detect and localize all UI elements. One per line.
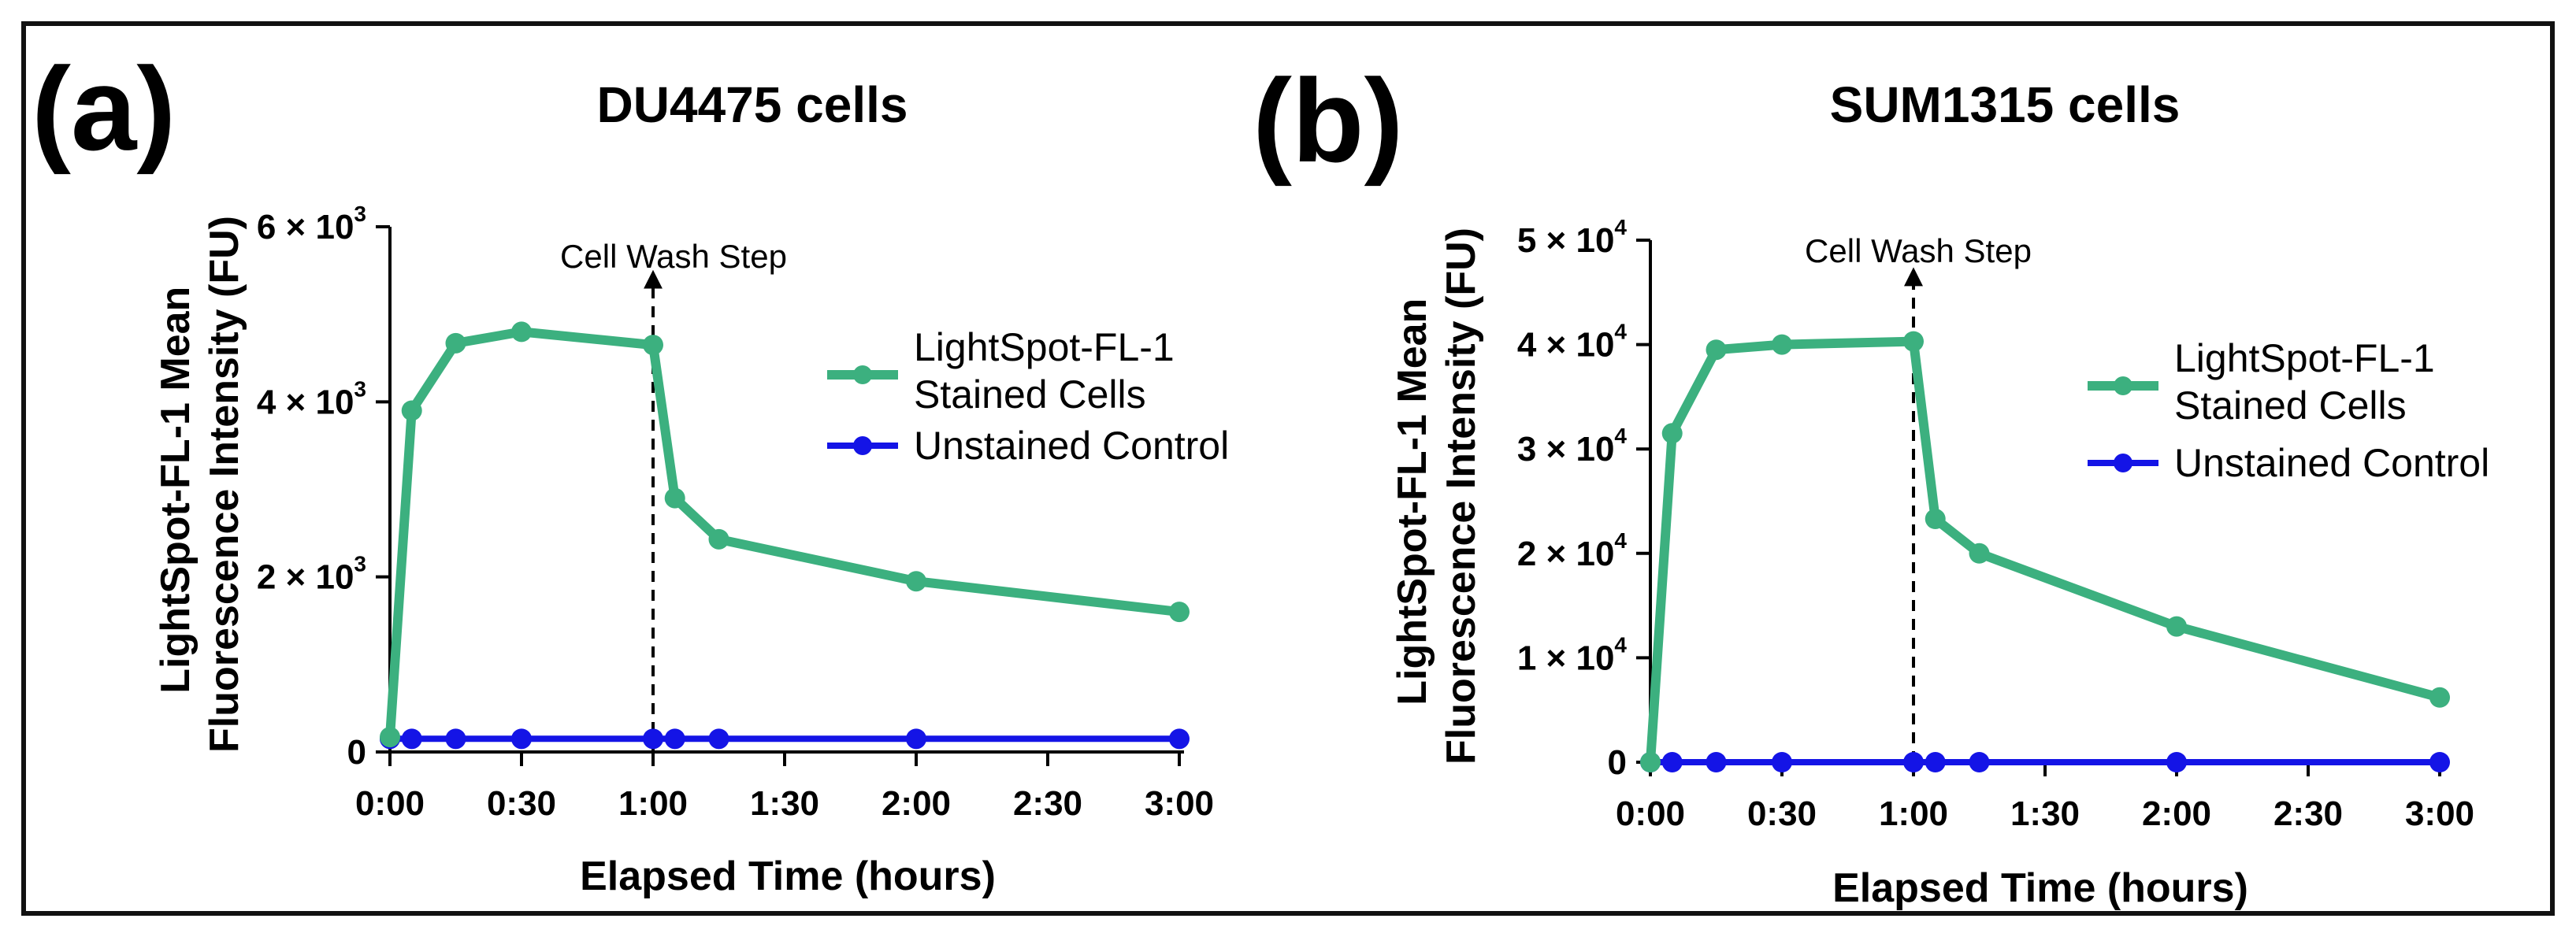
data-point-unstained <box>664 728 685 750</box>
data-point-unstained <box>1903 752 1924 772</box>
y-tick-label: 0 <box>1608 743 1627 782</box>
data-point-stained <box>1969 543 1990 564</box>
panel-b: (b) SUM1315 cells LightSpot-FL-1 Mean Fl… <box>1253 54 2489 911</box>
axes-b: 0 1 × 104 2 × 104 3 × 104 4 × 104 5 × 104 0:00… <box>1517 215 2474 833</box>
legend-label-line-2: Stained Cells <box>2174 383 2407 428</box>
data-point-unstained <box>2429 752 2450 772</box>
y-axis-title-line-1: LightSpot-FL-1 Mean <box>153 287 199 694</box>
data-point-unstained <box>1661 752 1683 772</box>
data-point-unstained <box>1925 752 1946 772</box>
x-tick-label: 1:30 <box>2010 794 2080 833</box>
data-point-unstained <box>643 728 663 750</box>
data-point-unstained <box>1706 752 1727 772</box>
panel-label-a: (a) <box>32 43 176 175</box>
y-tick-label: 2 × 104 <box>1517 528 1628 573</box>
x-tick-label: 2:00 <box>2142 794 2211 833</box>
legend-label-unstained: Unstained Control <box>2174 441 2489 485</box>
data-point-unstained <box>445 728 466 750</box>
legend-label-unstained: Unstained Control <box>914 424 1229 468</box>
panel-label-b: (b) <box>1253 54 1404 187</box>
data-point-stained <box>2166 616 2187 637</box>
legend-label-stained: LightSpot-FL-1 Stained Cells <box>2174 336 2446 428</box>
legend-swatch-marker-unstained <box>2114 454 2132 472</box>
data-point-unstained <box>708 728 729 750</box>
data-point-stained <box>643 335 663 356</box>
data-point-stained <box>708 528 729 550</box>
data-point-unstained <box>511 728 532 750</box>
axes-a: 0 2 × 103 4 × 103 6 × 103 0:00 0:30 1:00 1:30 2:… <box>257 202 1214 823</box>
x-tick-label: 0:00 <box>355 784 425 823</box>
x-tick-label: 3:00 <box>1145 784 1214 823</box>
series-layer-a <box>380 321 1190 750</box>
data-point-stained <box>380 727 400 748</box>
data-point-stained <box>1772 334 1792 355</box>
legend-a: LightSpot-FL-1 Stained Cells Unstained C… <box>827 325 1229 468</box>
annotation-label-b: Cell Wash Step <box>1805 232 2032 269</box>
data-point-stained <box>1169 602 1190 623</box>
figure-frame <box>21 21 2555 916</box>
y-tick-label: 2 × 103 <box>257 552 366 597</box>
series-layer-b <box>1640 331 2450 772</box>
annotation-label-a: Cell Wash Step <box>560 238 787 275</box>
x-tick-label: 2:00 <box>882 784 951 823</box>
data-point-stained <box>1640 752 1661 772</box>
y-axis-title-a: LightSpot-FL-1 Mean Fluorescence Intensi… <box>153 216 247 753</box>
x-axis-title-b: Elapsed Time (hours) <box>1832 865 2248 911</box>
legend-label-line-2: Stained Cells <box>914 372 1146 417</box>
y-tick-label: 3 × 104 <box>1517 424 1628 468</box>
x-tick-label: 1:00 <box>1879 794 1948 833</box>
data-point-unstained <box>401 728 422 750</box>
x-axis-title-a: Elapsed Time (hours) <box>580 854 996 899</box>
data-point-stained <box>2429 687 2450 708</box>
x-tick-label: 1:00 <box>618 784 688 823</box>
y-tick-label: 4 × 104 <box>1517 320 1628 365</box>
legend-b: LightSpot-FL-1 Stained Cells Unstained C… <box>2088 336 2489 485</box>
y-tick-label: 5 × 104 <box>1517 215 1628 260</box>
x-tick-label: 1:30 <box>750 784 819 823</box>
y-tick-label: 0 <box>347 733 366 772</box>
y-axis-title-line-2: Fluorescence Intensity (FU) <box>202 216 247 753</box>
chart-title-a: DU4475 cells <box>597 76 908 133</box>
y-tick-label: 4 × 103 <box>257 376 366 421</box>
data-point-stained <box>401 400 422 421</box>
y-axis-title-b: LightSpot-FL-1 Mean Fluorescence Intensi… <box>1390 228 1484 765</box>
panel-a: (a) DU4475 cells LightSpot-FL-1 Mean Flu… <box>32 43 1229 899</box>
data-point-stained <box>511 321 532 343</box>
data-point-unstained <box>1169 728 1190 750</box>
data-point-stained <box>1903 331 1924 352</box>
data-point-unstained <box>1772 752 1792 772</box>
data-point-stained <box>1706 339 1727 361</box>
x-tick-label: 0:00 <box>1616 794 1685 833</box>
chart-title-b: SUM1315 cells <box>1830 76 2181 133</box>
data-point-stained <box>664 487 685 509</box>
y-axis-title-line-2: Fluorescence Intensity (FU) <box>1438 228 1484 765</box>
legend-swatch-marker-unstained <box>853 436 872 455</box>
data-point-unstained <box>906 728 926 750</box>
x-tick-label: 0:30 <box>1747 794 1817 833</box>
data-point-stained <box>1925 509 1946 530</box>
data-point-stained <box>445 332 466 354</box>
y-tick-label: 1 × 104 <box>1517 632 1628 677</box>
y-tick-label: 6 × 103 <box>257 202 366 246</box>
data-point-unstained <box>2166 752 2187 772</box>
data-point-stained <box>1661 423 1683 444</box>
data-point-unstained <box>1969 752 1990 772</box>
legend-label-line-1: LightSpot-FL-1 <box>914 325 1175 369</box>
legend-label-stained: LightSpot-FL-1 Stained Cells <box>914 325 1186 417</box>
legend-swatch-marker-stained <box>853 365 872 384</box>
x-tick-label: 3:00 <box>2405 794 2474 833</box>
x-tick-label: 2:30 <box>2273 794 2343 833</box>
data-point-stained <box>906 571 926 592</box>
legend-label-line-1: LightSpot-FL-1 <box>2174 336 2435 380</box>
x-tick-label: 2:30 <box>1013 784 1082 823</box>
y-axis-title-line-1: LightSpot-FL-1 Mean <box>1390 298 1435 706</box>
x-tick-label: 0:30 <box>487 784 556 823</box>
legend-swatch-marker-stained <box>2114 376 2132 395</box>
